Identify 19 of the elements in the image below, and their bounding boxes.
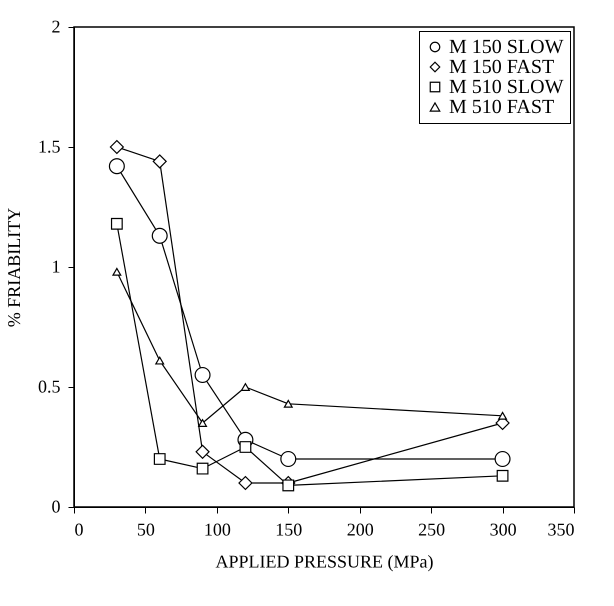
legend-label: M 510 FAST	[449, 96, 554, 118]
y-tick-label: 0.5	[38, 376, 60, 396]
legend-label: M 150 FAST	[449, 56, 554, 78]
y-tick-label: 1.5	[38, 136, 60, 156]
x-tick-label: 50	[136, 520, 155, 540]
y-tick-label: 0	[52, 496, 60, 516]
y-axis-title: % FRIABILITY	[4, 208, 24, 328]
x-tick-label: 0	[74, 520, 84, 540]
y-tick-label: 1	[52, 256, 60, 276]
x-tick-label: 100	[204, 520, 231, 540]
legend-label: M 150 SLOW	[449, 36, 564, 58]
x-tick-label: 250	[418, 520, 446, 540]
x-tick-label: 350	[548, 520, 574, 540]
x-tick-label: 200	[346, 520, 374, 540]
x-tick-label: 150	[275, 520, 302, 540]
y-tick-label: 2	[52, 16, 60, 36]
legend-label: M 510 SLOW	[449, 76, 564, 98]
x-axis-title: APPLIED PRESSURE (MPa)	[215, 552, 434, 572]
x-tick-label: 300	[490, 520, 517, 540]
